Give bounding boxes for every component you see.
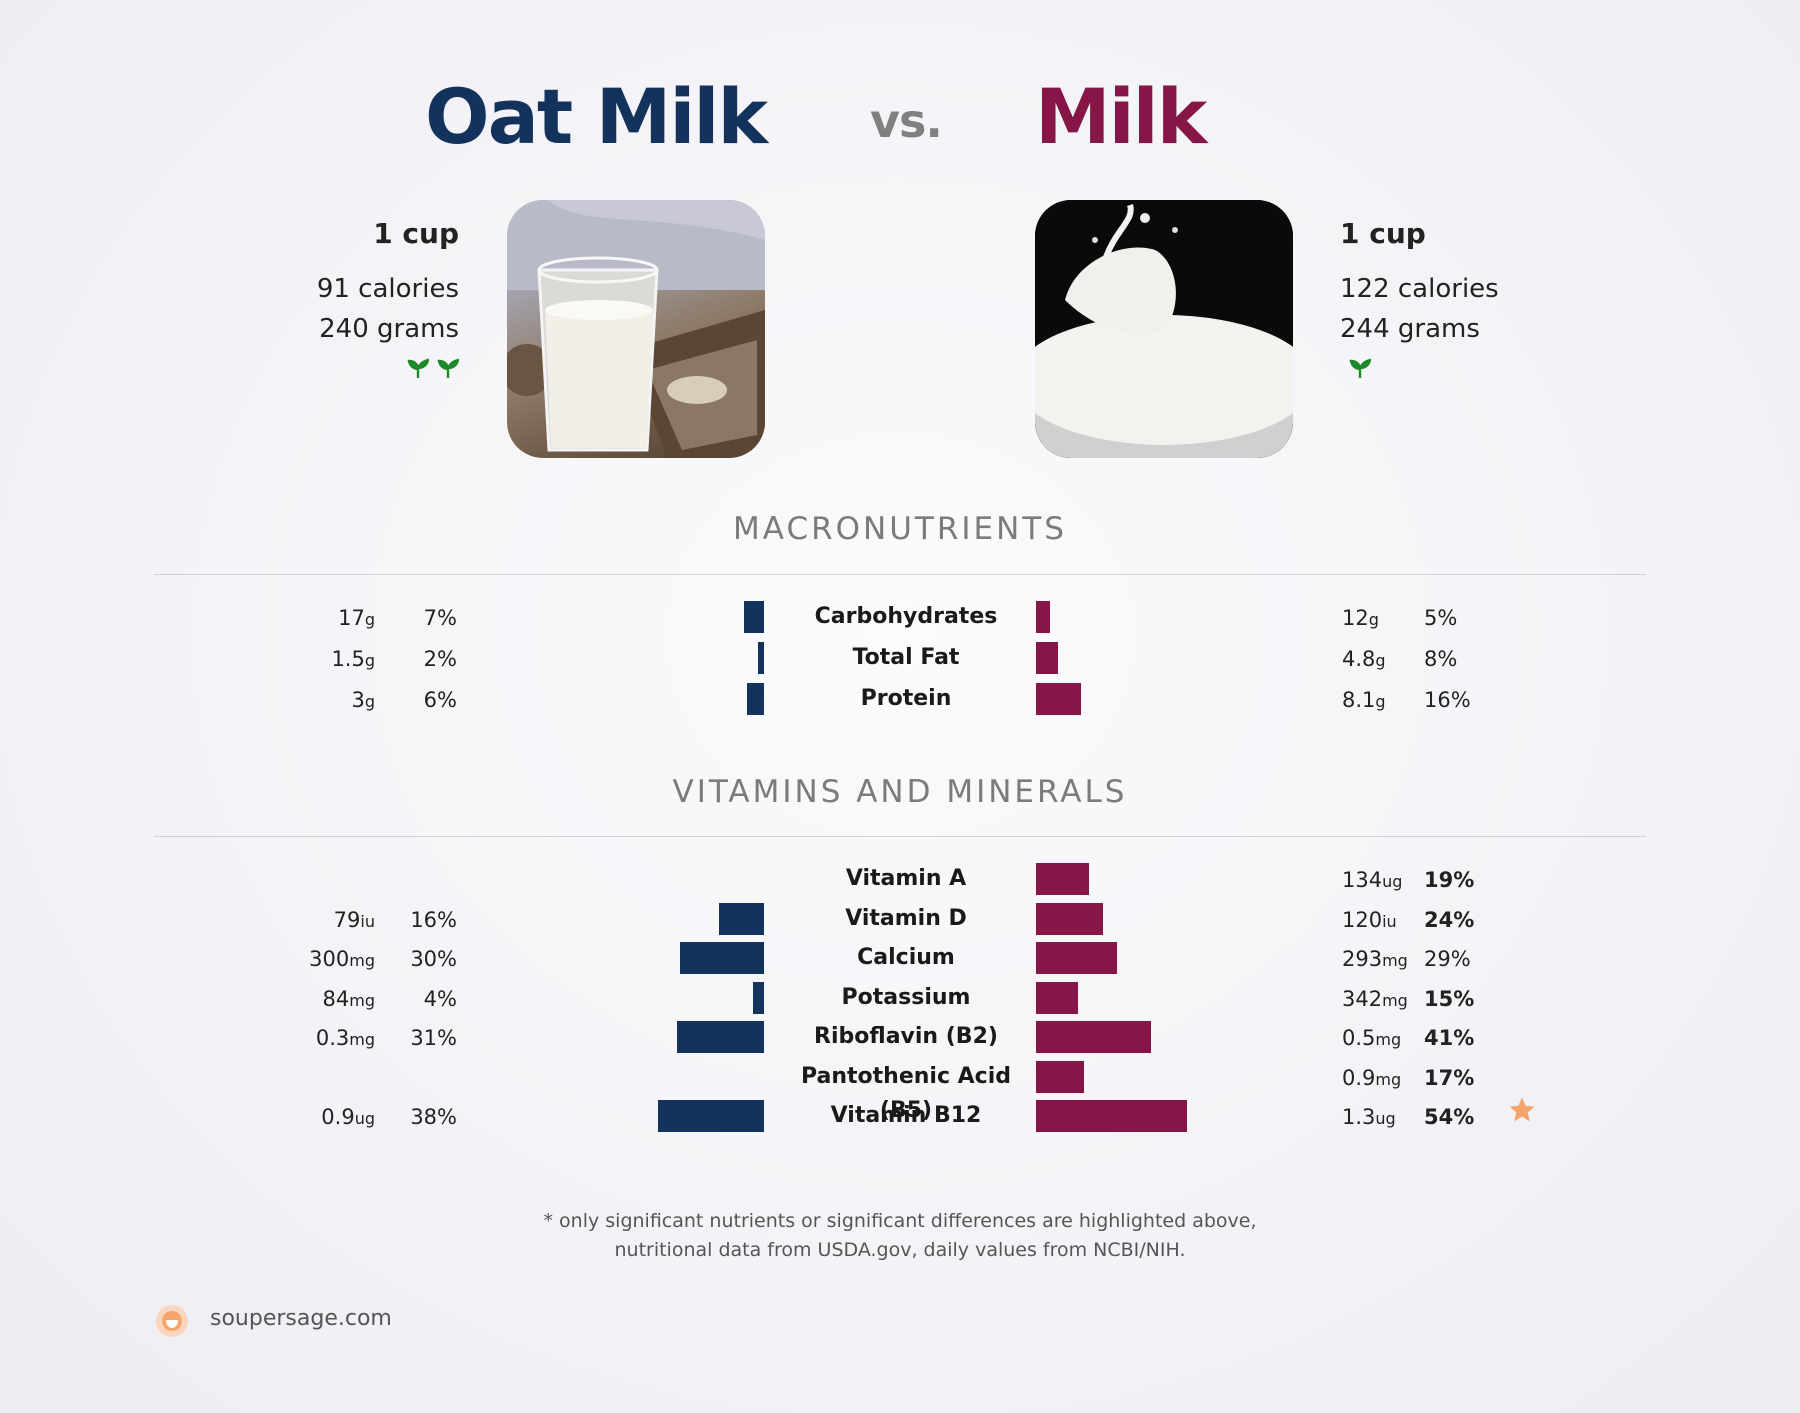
left-sprout-rating <box>407 357 460 385</box>
oat-milk-daily-value: 7% <box>423 606 457 630</box>
milk-daily-value: 54% <box>1424 1105 1475 1129</box>
oat-milk-amount: 0.3mg <box>315 1026 375 1050</box>
milk-amount: 1.3ug <box>1342 1105 1396 1129</box>
milk-amount: 342mg <box>1342 987 1408 1011</box>
sprout-icon <box>407 358 430 378</box>
macro-divider <box>154 574 1646 575</box>
nutrient-label: Vitamin D <box>845 906 967 931</box>
milk-daily-value: 17% <box>1424 1066 1475 1090</box>
milk-amount: 134ug <box>1342 868 1403 892</box>
milk-daily-value: 8% <box>1424 647 1458 671</box>
sprout-icon <box>1349 358 1372 378</box>
milk-amount: 0.9mg <box>1342 1066 1402 1090</box>
footnote-line-2: nutritional data from USDA.gov, daily va… <box>614 1239 1186 1261</box>
milk-bar <box>1036 982 1078 1014</box>
right-calories: 122 calories <box>1340 274 1499 304</box>
milk-photo <box>1035 200 1293 458</box>
oat-milk-amount: 0.9ug <box>321 1105 375 1129</box>
left-food-title: Oat Milk <box>425 72 768 161</box>
left-grams: 240 grams <box>319 314 459 344</box>
milk-bar <box>1036 642 1059 674</box>
oat-milk-bar <box>744 601 764 633</box>
milk-amount: 120iu <box>1342 908 1397 932</box>
milk-amount: 8.1g <box>1342 688 1386 712</box>
site-name[interactable]: soupersage.com <box>210 1306 392 1331</box>
oat-milk-daily-value: 16% <box>410 908 457 932</box>
milk-bar <box>1036 863 1090 895</box>
nutrient-label: Pantothenic Acid (B5) <box>800 1064 1012 1123</box>
nutrient-label: Vitamin A <box>845 866 967 891</box>
oat-milk-amount: 300mg <box>309 947 375 971</box>
vitamins-title: VITAMINS AND MINERALS <box>672 774 1128 810</box>
oat-milk-daily-value: 4% <box>423 987 457 1011</box>
star-icon <box>1507 1095 1537 1131</box>
milk-daily-value: 24% <box>1424 908 1475 932</box>
oat-milk-amount: 1.5g <box>331 647 375 671</box>
oat-milk-bar <box>747 683 764 715</box>
milk-amount: 0.5mg <box>1342 1026 1402 1050</box>
nutrient-label: Riboflavin (B2) <box>814 1024 998 1049</box>
nutrient-label: Carbohydrates <box>814 604 998 629</box>
right-grams: 244 grams <box>1340 314 1480 344</box>
oat-milk-amount: 84mg <box>322 987 375 1011</box>
oat-milk-amount: 17g <box>338 606 375 630</box>
milk-daily-value: 16% <box>1424 688 1471 712</box>
milk-bar <box>1036 1061 1084 1093</box>
oat-milk-bar <box>719 903 764 935</box>
oat-milk-daily-value: 2% <box>423 647 457 671</box>
vitamins-divider <box>154 836 1646 837</box>
oat-milk-daily-value: 30% <box>410 947 457 971</box>
right-food-title: Milk <box>1035 72 1207 161</box>
oat-milk-bar <box>680 942 764 974</box>
milk-bar <box>1036 601 1050 633</box>
oat-milk-bar <box>758 642 764 674</box>
footnote-line-1: * only significant nutrients or signific… <box>543 1210 1257 1232</box>
left-serving: 1 cup <box>373 217 459 250</box>
milk-bar <box>1036 1100 1188 1132</box>
milk-daily-value: 19% <box>1424 868 1475 892</box>
milk-daily-value: 29% <box>1424 947 1471 971</box>
milk-amount: 12g <box>1342 606 1379 630</box>
right-sprout-rating <box>1349 357 1372 385</box>
oat-milk-daily-value: 38% <box>410 1105 457 1129</box>
milk-bar <box>1036 1021 1151 1053</box>
right-serving: 1 cup <box>1340 217 1426 250</box>
milk-daily-value: 15% <box>1424 987 1475 1011</box>
nutrient-label: Calcium <box>857 945 955 970</box>
milk-bar <box>1036 683 1081 715</box>
macronutrients-title: MACRONUTRIENTS <box>733 511 1067 547</box>
oat-milk-bar <box>677 1021 764 1053</box>
milk-amount: 293mg <box>1342 947 1408 971</box>
oat-milk-amount: 3g <box>351 688 375 712</box>
milk-daily-value: 41% <box>1424 1026 1475 1050</box>
milk-bar <box>1036 903 1104 935</box>
vs-label: vs. <box>870 94 943 148</box>
nutrient-label: Vitamin B12 <box>830 1103 982 1128</box>
oat-milk-amount: 79iu <box>333 908 375 932</box>
oat-milk-daily-value: 6% <box>423 688 457 712</box>
soupersage-logo-icon <box>155 1304 189 1338</box>
oat-milk-photo <box>507 200 765 458</box>
footnote: * only significant nutrients or signific… <box>0 1207 1800 1265</box>
left-calories: 91 calories <box>316 274 459 304</box>
sprout-icon <box>437 358 460 378</box>
oat-milk-bar <box>752 982 764 1014</box>
oat-milk-daily-value: 31% <box>410 1026 457 1050</box>
milk-daily-value: 5% <box>1424 606 1458 630</box>
nutrient-label: Potassium <box>841 985 971 1010</box>
nutrient-label: Protein <box>860 686 952 711</box>
milk-amount: 4.8g <box>1342 647 1386 671</box>
oat-milk-bar <box>657 1100 764 1132</box>
milk-bar <box>1036 942 1118 974</box>
nutrient-label: Total Fat <box>852 645 960 670</box>
